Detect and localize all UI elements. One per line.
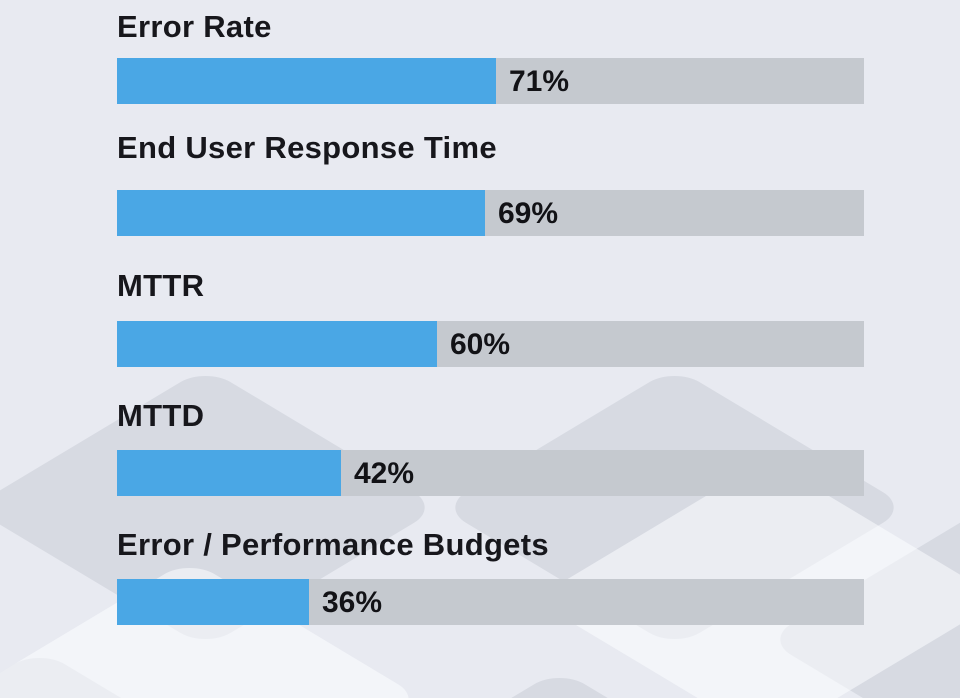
bar-category-label: End User Response Time (117, 130, 497, 165)
bar-fill (117, 58, 496, 104)
bar-value-label: 69% (498, 197, 559, 230)
bar-track: 60% (117, 321, 864, 367)
bar-fill (117, 321, 437, 367)
bar-track: 42% (117, 450, 864, 496)
bar-fill (117, 190, 485, 236)
bar-value-label: 36% (322, 586, 383, 619)
bar-track: 69% (117, 190, 864, 236)
bar-category-label: Error / Performance Budgets (117, 527, 549, 562)
bar-category-label: MTTD (117, 398, 205, 433)
bar-value-label: 60% (450, 328, 511, 361)
bar-fill (117, 450, 341, 496)
bar-category-label: MTTR (117, 268, 205, 303)
bar-value-label: 71% (509, 65, 570, 98)
bar-track: 71% (117, 58, 864, 104)
bar-track: 36% (117, 579, 864, 625)
bar-value-label: 42% (354, 457, 415, 490)
bar-category-label: Error Rate (117, 9, 272, 44)
bar-fill (117, 579, 309, 625)
